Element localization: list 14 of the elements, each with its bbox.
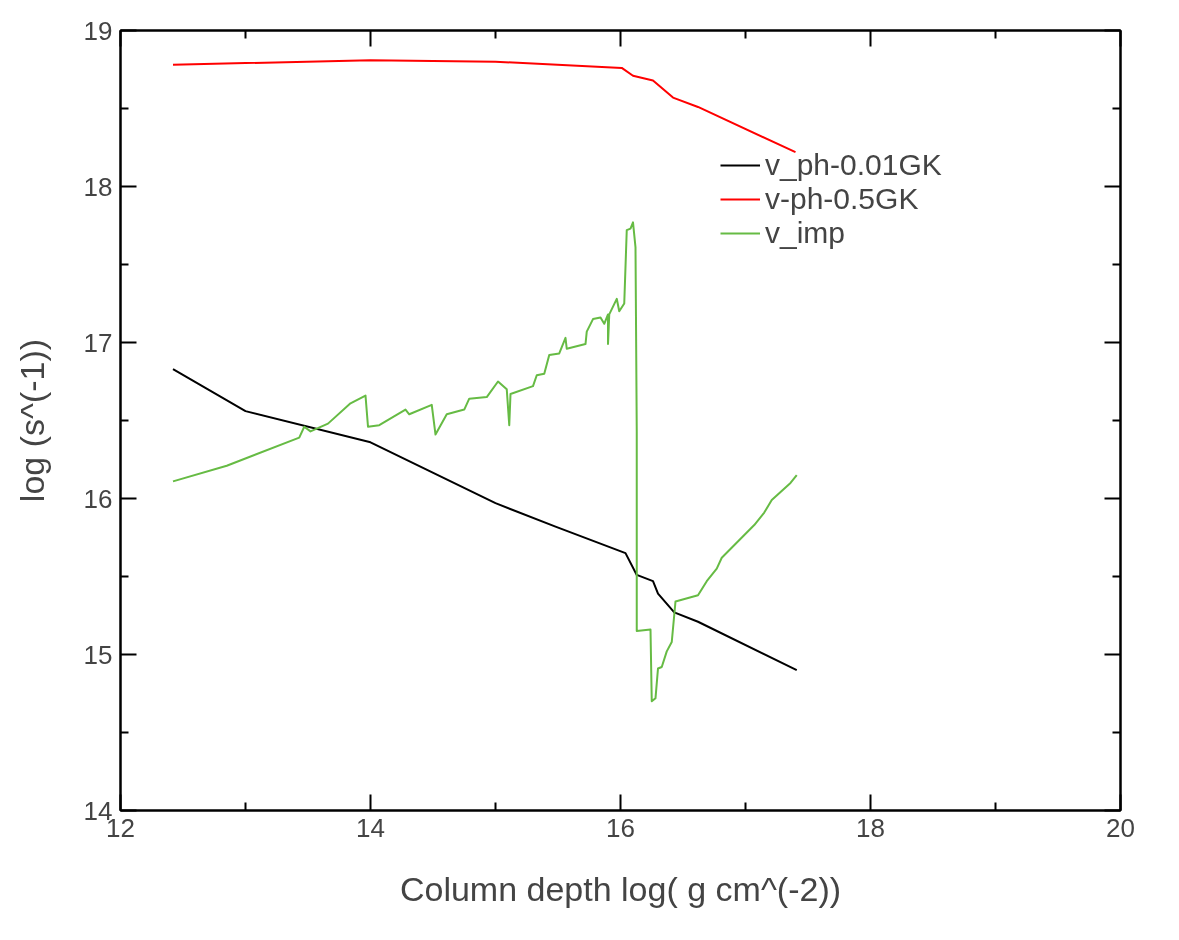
x-tick-label: 14 bbox=[356, 812, 385, 843]
x-tick-label: 16 bbox=[606, 812, 635, 843]
x-axis-title: Column depth log( g cm^(-2)) bbox=[399, 869, 842, 908]
legend-label: v-ph-0.5GK bbox=[765, 182, 919, 216]
x-tick-label: 20 bbox=[1106, 812, 1135, 843]
y-tick-label: 18 bbox=[83, 171, 113, 202]
y-tick-label: 15 bbox=[83, 639, 113, 670]
y-axis-title: log (s^(-1)) bbox=[12, 338, 51, 503]
x-tick-label: 18 bbox=[856, 812, 885, 843]
legend-label: v_ph-0.01GK bbox=[765, 148, 942, 182]
y-tick-label: 19 bbox=[83, 15, 113, 46]
y-tick-label: 16 bbox=[83, 483, 113, 514]
y-tick-label: 17 bbox=[83, 327, 113, 358]
legend-label: v_imp bbox=[765, 216, 846, 250]
